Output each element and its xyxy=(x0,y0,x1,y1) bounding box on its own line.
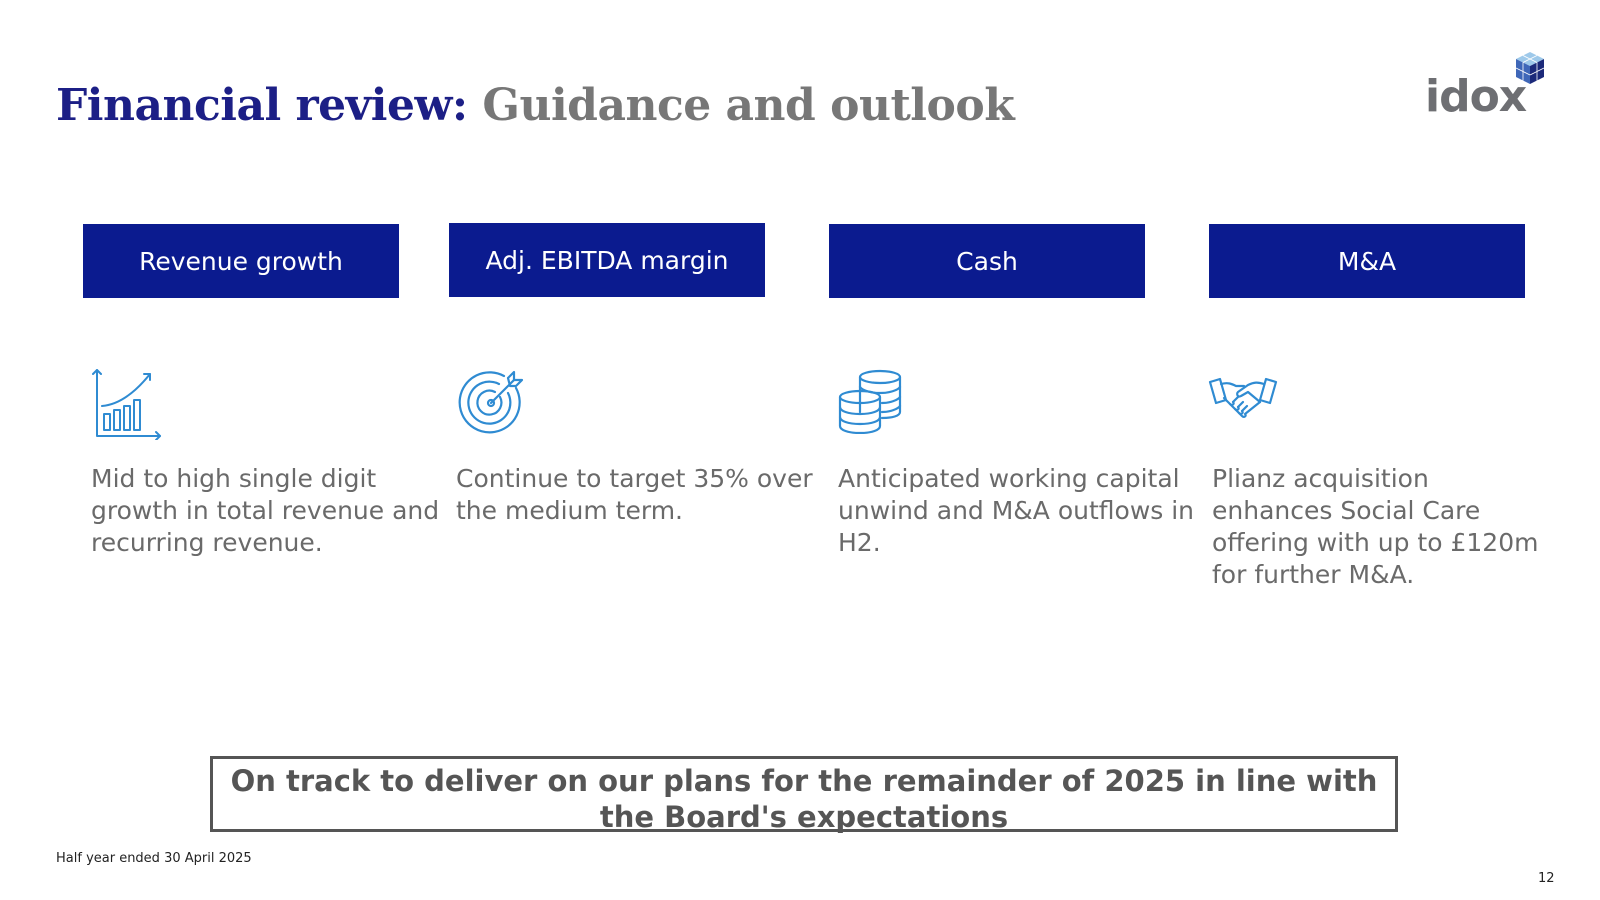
adj-ebitda-margin-text: Continue to target 35% over the medium t… xyxy=(456,464,813,525)
title-main: Guidance and outlook xyxy=(482,80,1015,131)
coins-icon xyxy=(838,369,902,434)
header-revenue-growth: Revenue growth xyxy=(83,224,399,298)
header-cash: Cash xyxy=(829,224,1145,298)
page-title: Financial review: Guidance and outlook xyxy=(56,78,1015,134)
handshake-icon xyxy=(1208,377,1278,418)
header-adj-ebitda-margin: Adj. EBITDA margin xyxy=(449,223,765,297)
cash-text: Anticipated working capital unwind and M… xyxy=(838,464,1195,557)
idox-logo: idox xyxy=(1425,50,1550,130)
footnote: Half year ended 30 April 2025 xyxy=(56,851,252,866)
m-and-a-text: Plianz acquisition enhances Social Care … xyxy=(1212,464,1539,589)
header-m-and-a: M&A xyxy=(1209,224,1525,298)
target-icon xyxy=(458,370,524,434)
page-number: 12 xyxy=(1538,871,1555,886)
logo-wordmark: idox xyxy=(1425,71,1527,122)
outlook-callout: On track to deliver on our plans for the… xyxy=(210,756,1398,834)
cube-icon xyxy=(1515,52,1545,84)
revenue-growth-text: Mid to high single digit growth in total… xyxy=(91,464,440,557)
title-prefix: Financial review: xyxy=(56,80,468,131)
growth-chart-icon xyxy=(92,369,161,440)
